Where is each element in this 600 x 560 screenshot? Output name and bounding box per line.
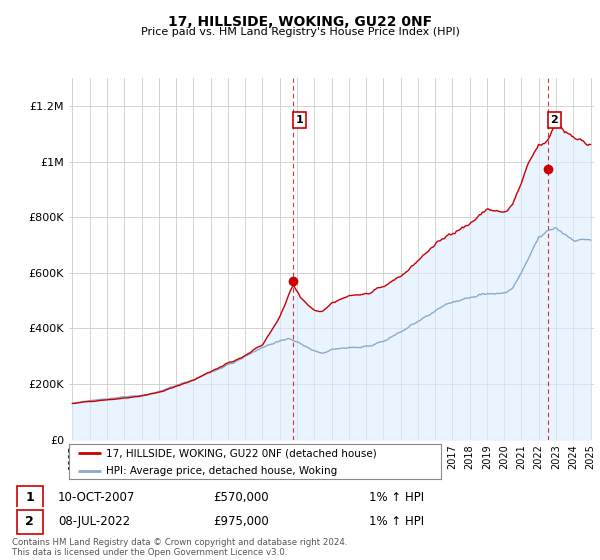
Text: 17, HILLSIDE, WOKING, GU22 0NF: 17, HILLSIDE, WOKING, GU22 0NF (168, 15, 432, 29)
Text: Price paid vs. HM Land Registry's House Price Index (HPI): Price paid vs. HM Land Registry's House … (140, 27, 460, 37)
Text: 2: 2 (25, 515, 34, 529)
Text: 08-JUL-2022: 08-JUL-2022 (58, 515, 130, 529)
Bar (17, 486, 43, 510)
Text: 2: 2 (550, 115, 558, 125)
Text: 17, HILLSIDE, WOKING, GU22 0NF (detached house): 17, HILLSIDE, WOKING, GU22 0NF (detached… (106, 449, 377, 459)
Text: £975,000: £975,000 (214, 515, 269, 529)
Text: £570,000: £570,000 (214, 491, 269, 505)
Text: 1: 1 (296, 115, 304, 125)
Text: HPI: Average price, detached house, Woking: HPI: Average price, detached house, Woki… (106, 466, 337, 476)
Text: Contains HM Land Registry data © Crown copyright and database right 2024.
This d: Contains HM Land Registry data © Crown c… (12, 538, 347, 557)
Text: 10-OCT-2007: 10-OCT-2007 (58, 491, 136, 505)
Text: 1% ↑ HPI: 1% ↑ HPI (369, 515, 424, 529)
Text: 1% ↑ HPI: 1% ↑ HPI (369, 491, 424, 505)
Text: 1: 1 (25, 491, 34, 505)
Bar (17, 510, 43, 534)
